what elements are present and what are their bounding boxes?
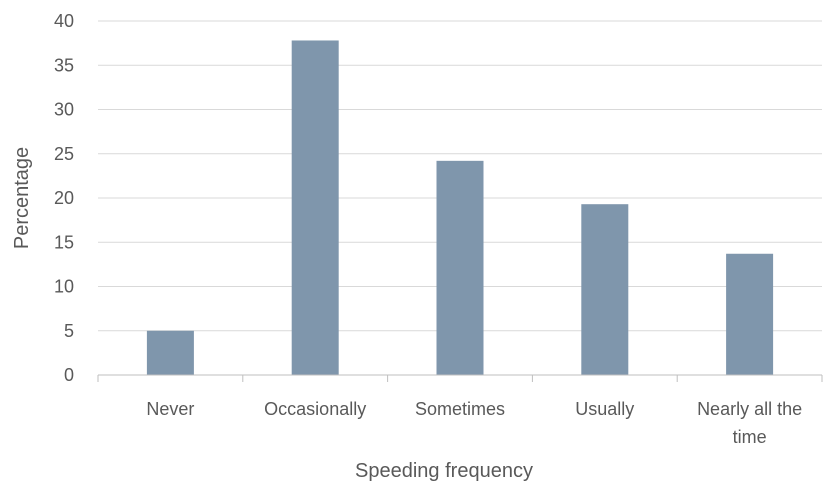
axes (97, 374, 823, 382)
x-tick-label-usually: Usually (575, 399, 634, 419)
x-tick-label-never: Never (146, 399, 194, 419)
y-tick-label-40: 40 (54, 11, 74, 31)
bar-never (146, 330, 194, 375)
x-axis-title: Speeding frequency (355, 460, 533, 482)
x-tick-labels: Never Occasionally Sometimes Usually Nearly … (146, 399, 802, 447)
y-tick-label-15: 15 (54, 232, 74, 252)
y-tick-label-0: 0 (64, 365, 74, 385)
bar-occasionally (291, 40, 339, 375)
x-tick-label-occasionally: Occasionally (264, 399, 366, 419)
bar-sometimes (436, 160, 484, 375)
y-tick-label-5: 5 (64, 321, 74, 341)
y-tick-label-10: 10 (54, 277, 74, 297)
y-tick-label-30: 30 (54, 100, 74, 120)
y-tick-labels: 0 5 10 15 20 25 30 35 40 (54, 11, 74, 385)
y-axis-title: Percentage (11, 147, 33, 249)
bar-usually (581, 204, 629, 375)
x-tick-label-sometimes: Sometimes (415, 399, 505, 419)
y-tick-label-20: 20 (54, 188, 74, 208)
bars (146, 40, 774, 375)
y-tick-label-25: 25 (54, 144, 74, 164)
bar-nearly-all-the-time (726, 253, 774, 375)
x-tick-label-nearly-all-the-time: Nearly all the time (697, 399, 802, 447)
y-tick-label-35: 35 (54, 55, 74, 75)
